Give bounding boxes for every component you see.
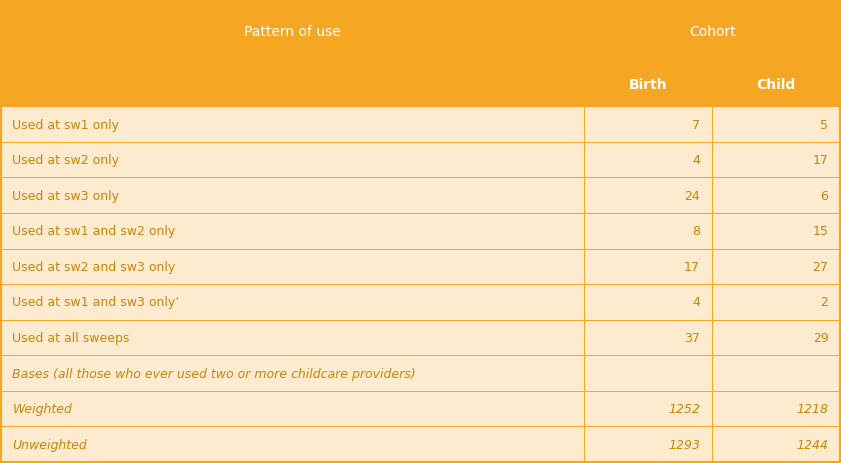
Bar <box>1 391 584 426</box>
Text: 1218: 1218 <box>796 402 828 415</box>
Bar <box>712 63 840 107</box>
Bar <box>584 213 712 249</box>
Text: Used at sw1 and sw3 only’: Used at sw1 and sw3 only’ <box>13 296 180 309</box>
Bar <box>584 143 712 178</box>
Bar <box>584 1 840 63</box>
Bar <box>584 107 712 143</box>
Bar <box>1 320 584 356</box>
Bar <box>1 356 584 391</box>
Text: 29: 29 <box>812 331 828 344</box>
Bar <box>1 213 584 249</box>
Bar <box>584 63 712 107</box>
Bar <box>584 320 712 356</box>
Bar <box>1 143 584 178</box>
Bar <box>584 249 712 285</box>
Text: 15: 15 <box>812 225 828 238</box>
Bar <box>712 249 840 285</box>
Text: 5: 5 <box>821 118 828 131</box>
Text: 8: 8 <box>692 225 700 238</box>
Text: Cohort: Cohort <box>689 25 736 39</box>
Bar <box>584 178 712 213</box>
Text: 27: 27 <box>812 260 828 273</box>
Text: 6: 6 <box>821 189 828 202</box>
Bar <box>712 356 840 391</box>
Text: Unweighted: Unweighted <box>13 438 87 451</box>
Text: Used at sw3 only: Used at sw3 only <box>13 189 119 202</box>
Text: Bases (all those who ever used two or more childcare providers): Bases (all those who ever used two or mo… <box>13 367 416 380</box>
Text: 4: 4 <box>692 154 700 167</box>
Bar <box>712 391 840 426</box>
Text: Used at sw1 and sw2 only: Used at sw1 and sw2 only <box>13 225 176 238</box>
Text: 1244: 1244 <box>796 438 828 451</box>
Text: 17: 17 <box>812 154 828 167</box>
Text: Pattern of use: Pattern of use <box>244 25 341 39</box>
Bar <box>712 285 840 320</box>
Bar <box>1 107 584 143</box>
Bar <box>1 249 584 285</box>
Bar <box>712 426 840 462</box>
Bar <box>712 320 840 356</box>
Text: Child: Child <box>757 78 796 92</box>
Text: 1252: 1252 <box>668 402 700 415</box>
Text: Used at sw1 only: Used at sw1 only <box>13 118 119 131</box>
Text: 17: 17 <box>684 260 700 273</box>
Bar <box>712 178 840 213</box>
Text: 24: 24 <box>685 189 700 202</box>
Bar <box>1 178 584 213</box>
Bar <box>1 1 584 63</box>
Bar <box>584 356 712 391</box>
Text: Used at sw2 only: Used at sw2 only <box>13 154 119 167</box>
Text: Used at sw2 and sw3 only: Used at sw2 and sw3 only <box>13 260 176 273</box>
Bar <box>1 63 584 107</box>
Bar <box>1 426 584 462</box>
Bar <box>712 213 840 249</box>
Bar <box>584 285 712 320</box>
Bar <box>584 391 712 426</box>
Text: Used at all sweeps: Used at all sweeps <box>13 331 130 344</box>
Bar <box>712 107 840 143</box>
Text: 7: 7 <box>692 118 700 131</box>
Text: Birth: Birth <box>629 78 668 92</box>
Text: 1293: 1293 <box>668 438 700 451</box>
Text: 2: 2 <box>821 296 828 309</box>
Bar <box>1 285 584 320</box>
Text: 37: 37 <box>684 331 700 344</box>
Text: Weighted: Weighted <box>13 402 72 415</box>
Bar <box>584 426 712 462</box>
Bar <box>712 143 840 178</box>
Text: 4: 4 <box>692 296 700 309</box>
